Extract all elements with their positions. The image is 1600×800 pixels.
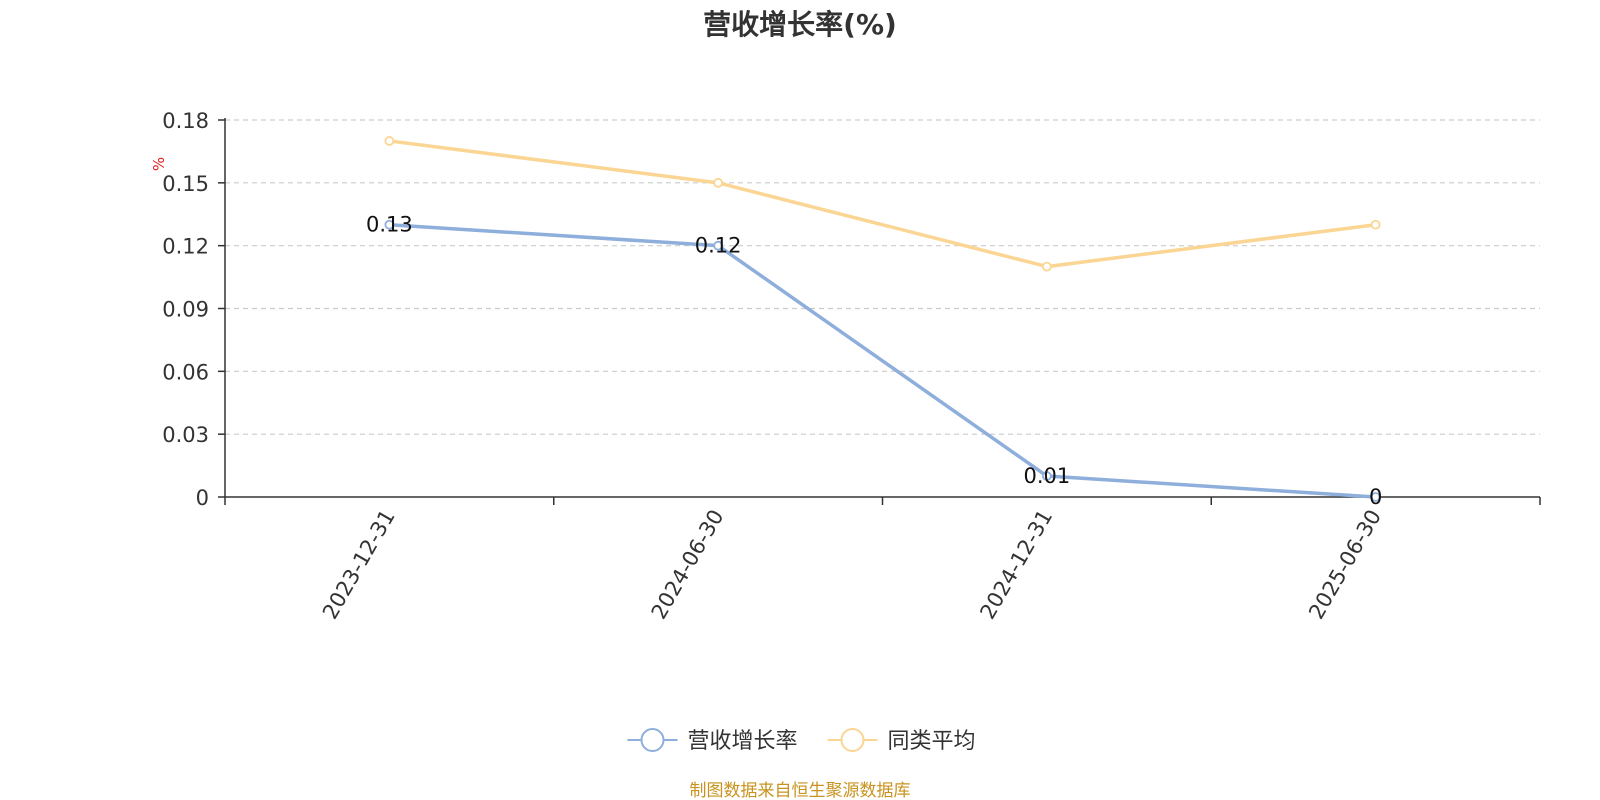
x-tick-label: 2025-06-30 (1304, 506, 1386, 624)
y-tick-label: 0.03 (162, 423, 209, 447)
y-tick-label: 0 (196, 486, 209, 510)
series-point-0[interactable] (713, 240, 724, 251)
legend-item-1[interactable]: 同类平均 (827, 728, 976, 754)
legend-circle-marker (640, 728, 665, 752)
x-tick-label: 2023-12-31 (318, 506, 400, 624)
series-line-1 (387, 139, 1378, 269)
chart-title: 营收增长率(%) (703, 8, 897, 41)
series-point-0[interactable] (1370, 492, 1381, 502)
series-point-1[interactable] (1370, 219, 1381, 230)
data-label: 0.12 (695, 234, 742, 258)
axes: 0 0.03 0.06 0.09 0.12 0.15 0.18 2023-12-31 2024-… (162, 109, 1541, 624)
x-tick-label: 2024-06-30 (647, 506, 729, 624)
series-point-1[interactable] (1041, 261, 1052, 272)
data-label: 0.13 (366, 213, 413, 237)
y-tick-label: 0.12 (162, 235, 209, 259)
legend-item-0[interactable]: 营收增长率 (627, 728, 798, 754)
series-point-1[interactable] (713, 177, 724, 188)
y-axis-unit: % (150, 157, 168, 171)
y-tick-label: 0.06 (162, 360, 209, 384)
grid-lines (225, 119, 1540, 435)
series-point-1[interactable] (384, 136, 395, 146)
legend-label: 同类平均 (888, 729, 976, 754)
series-line-0 (387, 222, 1378, 499)
legend-label: 营收增长率 (688, 729, 798, 754)
y-tick-label: 0.09 (162, 298, 209, 322)
series-point-0[interactable] (384, 219, 395, 230)
legend[interactable]: 营收增长率 同类平均 (627, 728, 976, 754)
x-tick-label: 2024-12-31 (975, 506, 1057, 624)
source-note: 制图数据来自恒生聚源数据库 (690, 781, 911, 800)
data-label: 0.01 (1023, 464, 1070, 488)
data-labels: 0.13 0.12 0.01 0 (366, 213, 1382, 509)
data-label: 0 (1369, 485, 1382, 509)
y-tick-label: 0.18 (162, 109, 209, 133)
y-tick-label: 0.15 (162, 172, 209, 196)
series-group (384, 136, 1381, 502)
legend-circle-marker (840, 728, 865, 752)
series-point-0[interactable] (1041, 471, 1052, 481)
